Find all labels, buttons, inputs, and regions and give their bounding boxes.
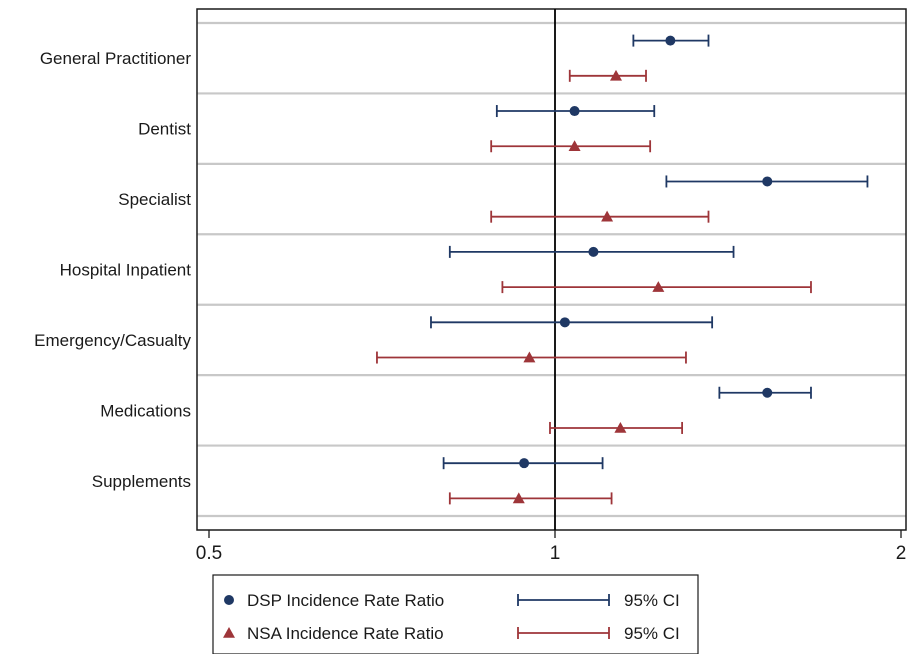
category-label: Dentist <box>138 120 191 139</box>
point-estimate <box>652 281 665 292</box>
category-label: Supplements <box>92 472 191 491</box>
point-estimate <box>762 176 773 187</box>
legend-nsa-marker <box>223 627 235 638</box>
legend-ci-label: 95% CI <box>624 624 680 643</box>
x-tick-label: 2 <box>896 543 907 564</box>
point-estimate <box>568 140 581 152</box>
nsa-estimate-row <box>490 210 710 223</box>
legend-series-label: DSP Incidence Rate Ratio <box>247 591 444 610</box>
legend-box <box>212 574 699 654</box>
grid-lines <box>197 21 906 518</box>
nsa-estimate-row <box>376 351 687 364</box>
point-estimate <box>523 351 536 363</box>
category-label: General Practitioner <box>40 49 192 68</box>
point-estimate <box>559 317 570 328</box>
legend: DSP Incidence Rate Ratio 95% CI NSA Incide… <box>212 574 699 654</box>
point-estimate <box>569 106 580 117</box>
point-estimate <box>614 421 627 433</box>
nsa-estimate-row <box>490 140 652 153</box>
category-label: Emergency/Casualty <box>34 331 191 350</box>
point-estimate <box>665 35 676 46</box>
point-estimate <box>762 387 773 398</box>
point-estimate <box>601 210 614 222</box>
nsa-estimate-row <box>549 421 684 434</box>
dsp-estimate-row <box>665 175 869 188</box>
category-label: Specialist <box>118 190 191 209</box>
dsp-estimate-row <box>718 386 812 399</box>
point-estimate <box>588 246 599 257</box>
dsp-estimate-row <box>442 457 604 470</box>
dsp-estimate-row <box>448 245 735 258</box>
plot-frame <box>196 8 907 531</box>
point-estimate <box>610 69 623 81</box>
nsa-estimate-row <box>448 492 613 505</box>
category-label: Hospital Inpatient <box>60 261 192 280</box>
nsa-estimate-row <box>568 69 647 82</box>
point-estimate <box>519 458 530 469</box>
nsa-estimate-row <box>501 281 812 294</box>
category-label: Medications <box>100 401 191 420</box>
legend-dsp-marker <box>224 595 234 605</box>
point-estimate <box>512 492 525 504</box>
legend-ci-label: 95% CI <box>624 591 680 610</box>
x-tick-label: 1 <box>550 543 561 564</box>
legend-series-label: NSA Incidence Rate Ratio <box>247 624 444 643</box>
dsp-estimate-row <box>430 316 714 329</box>
x-tick-label: 0.5 <box>196 543 222 564</box>
dsp-estimate-row <box>495 105 656 118</box>
dsp-estimate-row <box>632 34 710 47</box>
